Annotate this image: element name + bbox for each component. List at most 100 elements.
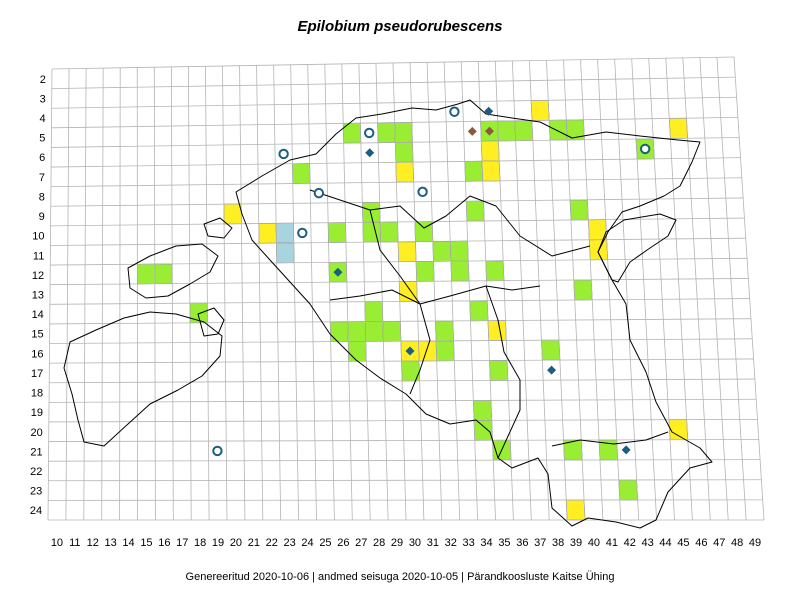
grid-line-horizontal [50,257,748,266]
record-diamond-marker [484,106,494,116]
grid-cell-green [435,320,454,342]
grid-cell-green [541,339,561,361]
grid-line-horizontal [50,197,744,207]
column-label: 18 [194,537,206,549]
grid-line-horizontal [51,96,737,109]
column-label: 20 [230,537,242,549]
column-label: 38 [552,537,564,549]
grid-line-vertical [665,58,693,521]
row-label: 3 [40,93,46,105]
lake-peipsi [597,213,677,283]
column-label: 33 [463,537,475,549]
grid-line-vertical [256,65,264,521]
grid-cell-yellow [258,223,277,244]
grid-cell-green [377,122,396,144]
row-label: 6 [39,152,45,164]
grid-line-horizontal [49,338,753,344]
column-label: 13 [105,537,117,549]
column-label: 36 [516,537,528,549]
grid-line-vertical [47,68,53,521]
grid-cell-green [489,360,509,381]
column-label: 12 [87,537,99,549]
column-label: 26 [337,537,349,549]
column-label: 10 [51,537,63,549]
observation-markers [212,106,651,457]
grid-cell-green [473,420,493,441]
grid-cell-green [485,260,505,282]
grid-line-horizontal [49,378,755,384]
grid-line-vertical [188,66,192,521]
vormsi-outline [203,217,233,239]
column-label: 41 [606,537,618,549]
record-circle-marker [297,227,308,239]
record-circle-marker [417,186,428,198]
row-label: 11 [33,250,44,262]
grid-line-vertical [580,59,604,521]
region-border-4 [485,285,521,459]
grid-cell-green [329,321,349,342]
grid-line-vertical [392,62,407,521]
grid-line-horizontal [50,177,742,188]
grid-line-vertical [699,57,729,521]
column-label: 29 [391,537,403,549]
row-label: 4 [39,113,45,125]
grid-line-horizontal [50,237,746,246]
grid-line-vertical [307,64,317,521]
grid-cell-yellow [530,99,550,121]
column-label: 19 [212,537,224,549]
grid-cell-green [573,279,593,301]
row-label: 2 [40,74,46,86]
row-label: 16 [31,348,43,360]
grid-line-horizontal [50,278,749,286]
grid-line-horizontal [48,499,763,501]
grid-line-vertical [682,57,711,521]
grid-cell-green [347,341,367,362]
row-label: 18 [31,388,43,400]
column-label: 11 [69,537,80,549]
grid-cell-green [364,301,384,322]
grid-cell-green [189,302,208,324]
grid-cell-green [415,261,435,282]
grid-cell-green [379,221,399,243]
grid-cell-yellow [565,499,586,521]
record-circle-marker [278,148,289,160]
grid-line-horizontal [48,439,759,442]
grid-cell-yellow [668,117,688,139]
grid-line-vertical [409,62,425,521]
column-label: 45 [677,537,689,549]
column-label: 40 [588,537,600,549]
grid-line-vertical [563,59,586,521]
column-label: 42 [624,537,636,549]
grid-line-horizontal [51,137,740,148]
grid-line-vertical [205,66,210,521]
grid-cell-green [569,199,589,221]
record-circle-marker [639,143,651,155]
record-diamond-marker [365,148,375,158]
record-circle-marker [364,127,375,139]
organization-name: Pärandkoosluste Kaitse Ühing [467,571,615,583]
grid-line-horizontal [48,479,762,482]
row-label: 20 [31,427,43,439]
column-label: 43 [642,537,654,549]
record-diamond-marker [467,126,477,136]
column-label: 17 [176,537,188,549]
row-label: 17 [31,368,43,380]
grid-cell-green [548,119,568,141]
grid-cell-green [465,200,485,222]
column-label: 28 [373,537,385,549]
grid-cell-lightblue [276,242,295,264]
footer-separator: | [461,571,465,583]
grid-line-horizontal [48,418,758,423]
grid-cell-green [394,122,413,143]
grid-cell-green [394,141,414,163]
grid-cell-yellow [481,160,501,182]
grid-line-vertical [101,68,104,521]
grid-line-vertical [529,60,550,521]
grid-line-horizontal [49,398,757,403]
grid-cell-green [292,163,311,184]
row-label: 10 [32,231,44,243]
row-label: 14 [32,309,44,321]
grid-line-horizontal [49,358,754,364]
grid-cell-green [514,120,534,142]
